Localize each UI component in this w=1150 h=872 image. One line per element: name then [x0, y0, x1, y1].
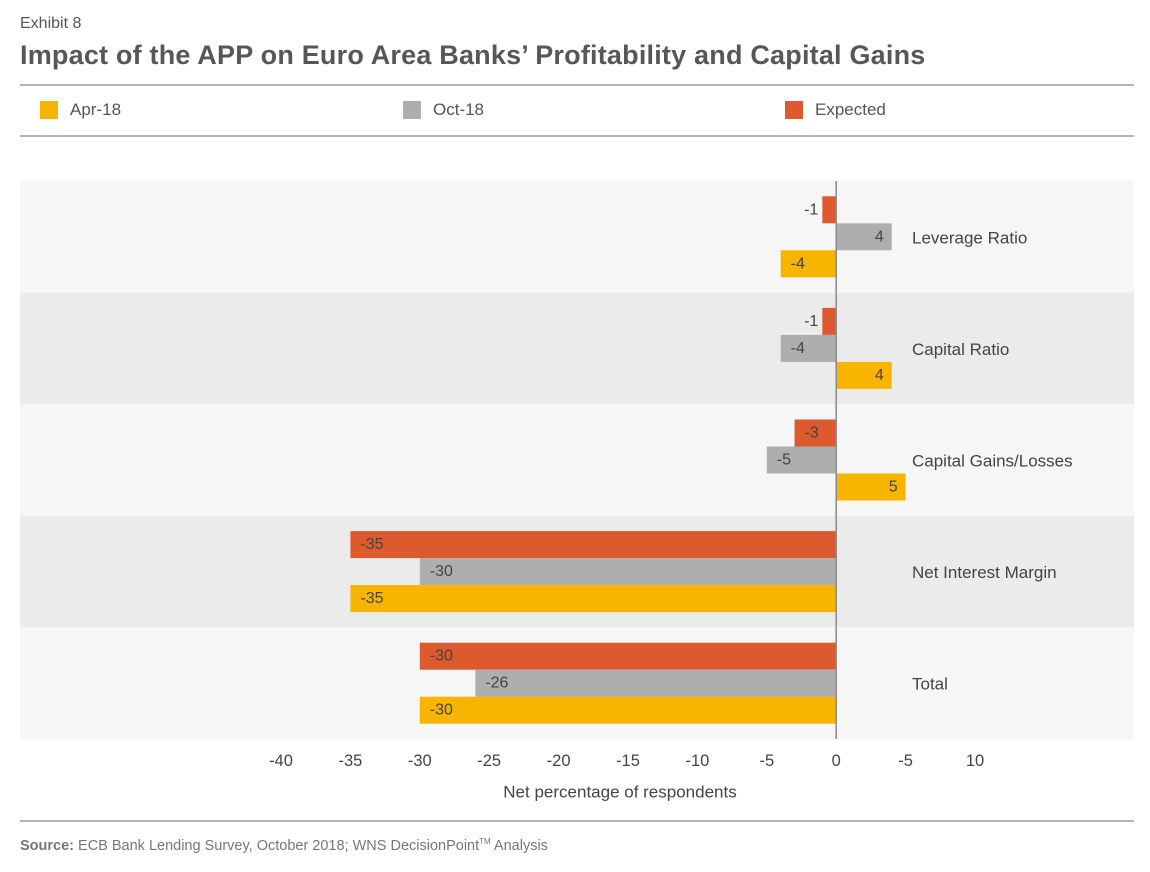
x-tick-label: 0 — [832, 752, 841, 770]
x-tick-label: -40 — [269, 752, 293, 770]
data-label: -35 — [360, 590, 383, 607]
source-label: Source: — [20, 837, 74, 854]
x-axis-label: Net percentage of respondents — [503, 783, 736, 802]
category-label: Net Interest Margin — [912, 563, 1057, 582]
data-label: -1 — [804, 313, 818, 330]
bar — [419, 558, 837, 586]
bar — [822, 307, 837, 335]
x-tick-label: -30 — [408, 752, 432, 770]
data-label: 5 — [889, 479, 898, 496]
x-tick-label: 10 — [966, 752, 984, 770]
data-label: -35 — [360, 536, 383, 553]
bar — [822, 196, 837, 224]
bar — [836, 223, 892, 251]
legend-label: Apr-18 — [70, 100, 122, 119]
source-note: Source: ECB Bank Lending Survey, October… — [20, 837, 548, 854]
data-label: 4 — [875, 367, 884, 384]
source-divider — [20, 820, 1134, 822]
legend-item-expected: Expected — [785, 100, 886, 120]
x-tick-label: -10 — [685, 752, 709, 770]
x-tick-label: -35 — [338, 752, 362, 770]
x-tick-label: -25 — [477, 752, 501, 770]
data-label: -4 — [791, 255, 805, 272]
data-label: -30 — [430, 648, 453, 665]
source-text: ECB Bank Lending Survey, October 2018; W… — [78, 837, 480, 854]
data-label: 4 — [875, 228, 884, 245]
data-label: -26 — [485, 675, 508, 692]
exhibit-label: Exhibit 8 — [20, 15, 82, 32]
x-tick-label: -15 — [616, 752, 640, 770]
legend-label: Oct-18 — [433, 100, 485, 119]
bar — [836, 361, 892, 389]
data-label: -30 — [430, 563, 453, 580]
bar — [780, 334, 837, 362]
bar — [766, 446, 837, 474]
data-label: -4 — [791, 340, 805, 357]
category-label: Capital Gains/Losses — [912, 452, 1073, 471]
data-label: -30 — [430, 702, 453, 719]
legend-item-oct-18: Oct-18 — [403, 100, 484, 120]
category-label: Total — [912, 675, 948, 694]
data-label: -1 — [804, 201, 818, 218]
category-band — [20, 181, 1134, 293]
data-label: -3 — [805, 425, 819, 442]
chart-title: Impact of the APP on Euro Area Banks’ Pr… — [20, 40, 926, 70]
legend-item-apr-18: Apr-18 — [40, 100, 121, 120]
bar — [836, 473, 906, 501]
title-divider — [20, 84, 1134, 86]
legend-swatch — [403, 101, 421, 119]
source-suffix: Analysis — [490, 837, 548, 854]
legend-swatch — [40, 101, 58, 119]
legend-label: Expected — [815, 100, 886, 119]
bar — [780, 250, 837, 278]
category-label: Leverage Ratio — [912, 228, 1027, 247]
category-band — [20, 404, 1134, 516]
category-label: Capital Ratio — [912, 340, 1009, 359]
bar — [350, 531, 837, 559]
bar — [350, 585, 837, 613]
x-tick-label: -5 — [898, 752, 913, 770]
data-label: -5 — [777, 452, 791, 469]
trademark: TM — [479, 837, 491, 846]
x-tick-label: -5 — [759, 752, 774, 770]
legend-divider — [20, 135, 1134, 137]
legend-swatch — [785, 101, 803, 119]
bar — [475, 669, 837, 697]
bar — [419, 696, 837, 724]
bar — [794, 419, 837, 447]
category-band — [20, 292, 1134, 405]
bar — [419, 642, 837, 670]
x-tick-label: -20 — [547, 752, 571, 770]
